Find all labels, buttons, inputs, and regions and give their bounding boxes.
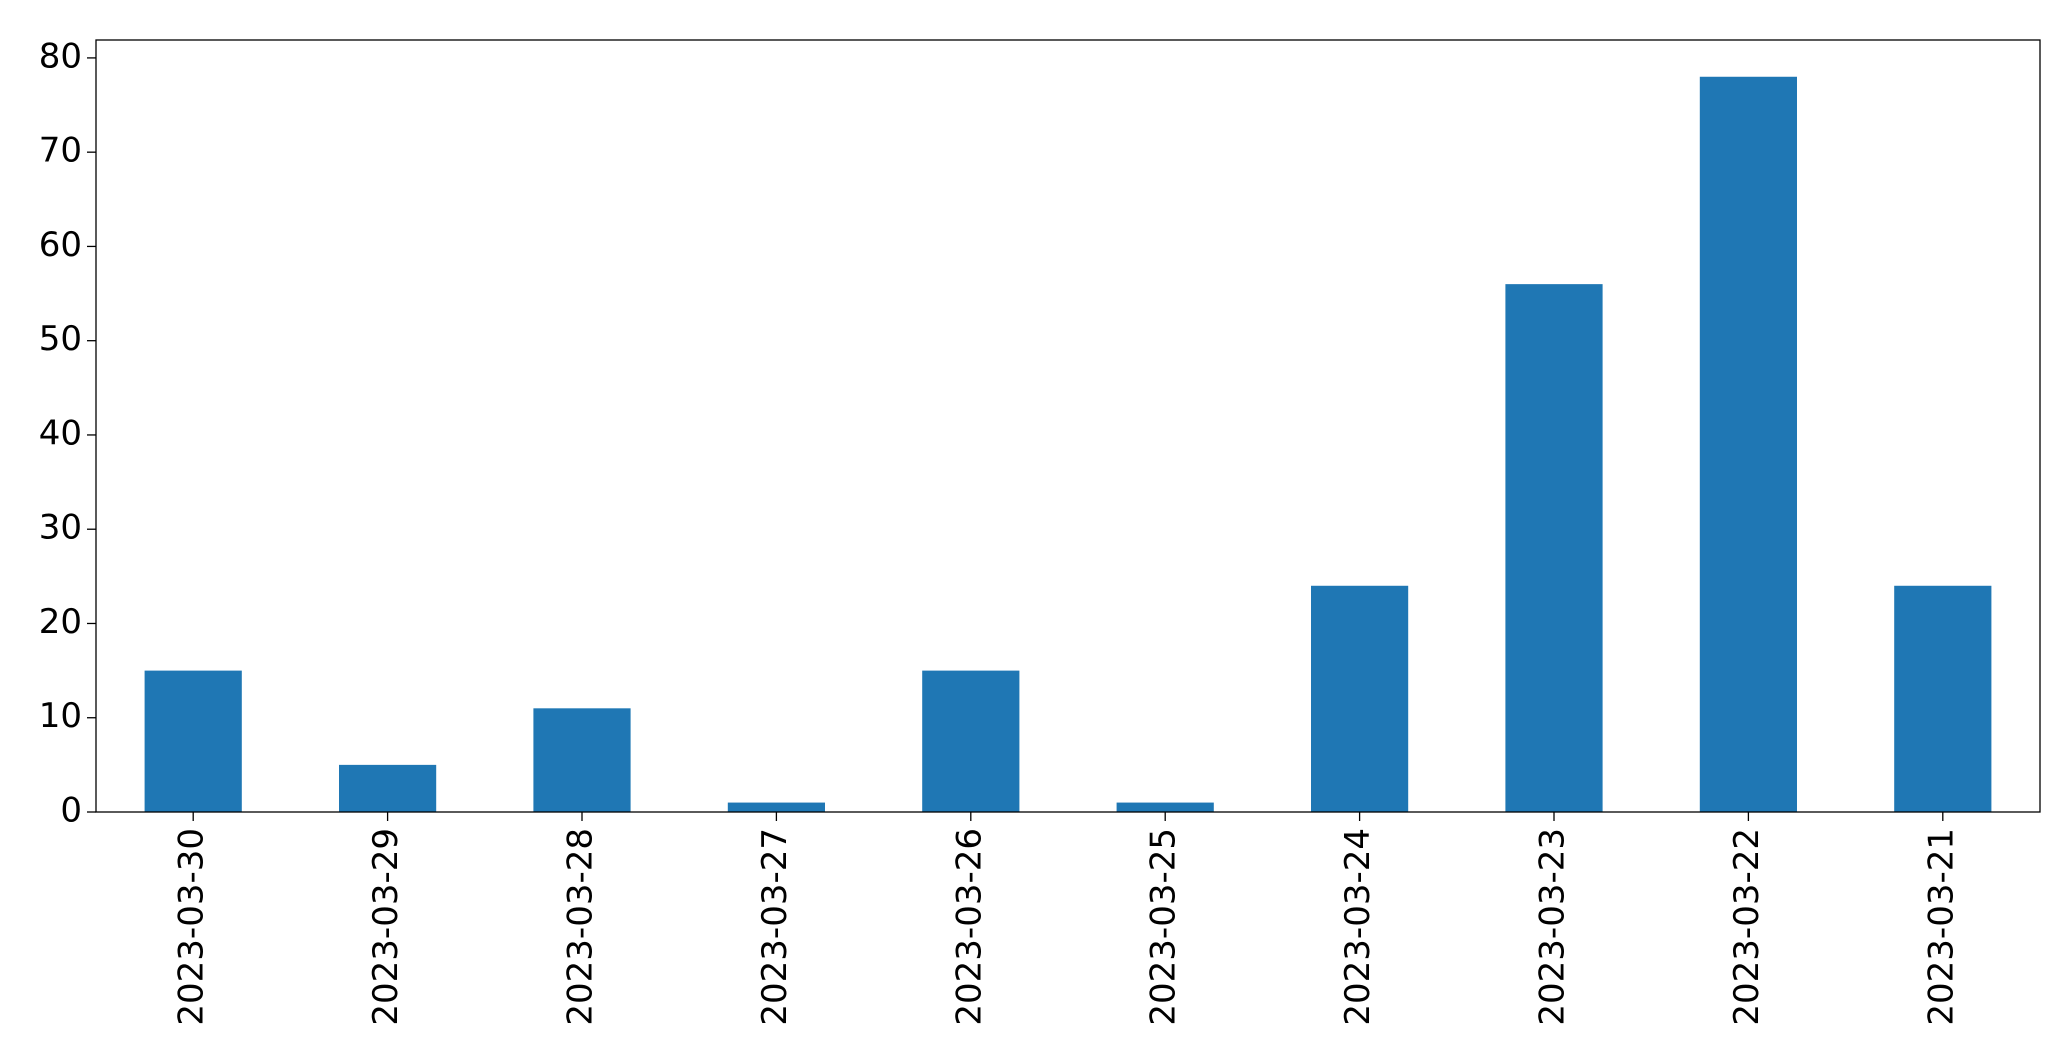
bar [922, 670, 1020, 812]
x-tick-label: 2023-03-26 [949, 828, 989, 1026]
y-tick-label: 50 [39, 319, 82, 359]
bar [1699, 76, 1797, 812]
bar [1116, 802, 1214, 812]
plot-frame [95, 39, 2041, 813]
x-tick-label: 2023-03-21 [1921, 828, 1961, 1026]
x-tick-label: 2023-03-28 [561, 828, 601, 1026]
bar [339, 764, 437, 812]
x-tick-label: 2023-03-27 [755, 828, 795, 1026]
y-tick-label: 60 [39, 225, 82, 265]
y-tick-label: 20 [39, 602, 82, 642]
bar [144, 670, 242, 812]
x-tick-label: 2023-03-29 [366, 828, 406, 1026]
y-tick-label: 10 [39, 696, 82, 736]
bar [1311, 585, 1409, 812]
y-tick-label: 80 [39, 36, 82, 76]
y-tick-label: 40 [39, 413, 82, 453]
x-tick-label: 2023-03-23 [1533, 828, 1573, 1026]
y-tick-label: 0 [60, 791, 82, 831]
bar [533, 708, 631, 812]
y-tick-label: 70 [39, 131, 82, 171]
y-tick-label: 30 [39, 508, 82, 548]
bar [727, 802, 825, 812]
x-tick-label: 2023-03-22 [1727, 828, 1767, 1026]
x-tick-label: 2023-03-24 [1338, 828, 1378, 1026]
bar [1894, 585, 1992, 812]
x-tick-label: 2023-03-25 [1144, 828, 1184, 1026]
bar [1505, 284, 1603, 813]
x-tick-label: 2023-03-30 [172, 828, 212, 1026]
